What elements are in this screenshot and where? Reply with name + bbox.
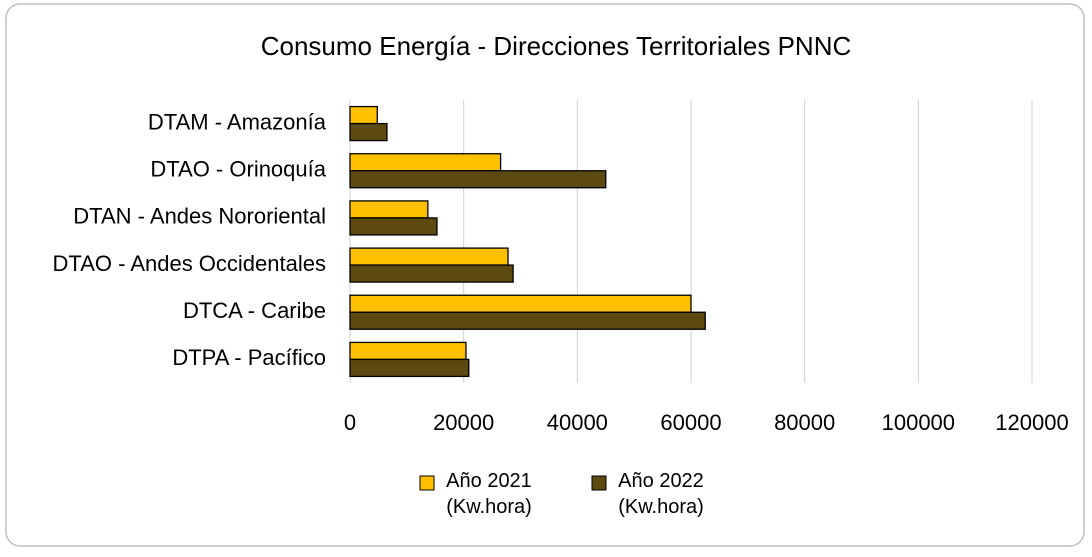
bar	[349, 217, 438, 236]
x-tick-label: 80000	[774, 410, 835, 435]
chart-title: Consumo Energía - Direcciones Territoria…	[261, 31, 852, 61]
bar	[349, 311, 706, 330]
y-tick-label: DTAO - Andes Occidentales	[53, 251, 327, 276]
bar	[349, 341, 467, 361]
y-tick-label: DTPA - Pacífico	[172, 345, 326, 370]
x-tick-label: 40000	[547, 410, 608, 435]
x-tick-label: 0	[344, 410, 356, 435]
bar	[349, 247, 509, 266]
legend-swatch	[591, 475, 607, 491]
bar	[349, 294, 692, 313]
legend-swatch	[419, 475, 435, 491]
bar	[349, 358, 470, 378]
bar	[349, 170, 607, 189]
x-tick-label: 100000	[882, 410, 955, 435]
chart-border	[5, 3, 1085, 547]
bar	[349, 105, 378, 125]
x-tick-label: 20000	[433, 410, 494, 435]
bar	[349, 122, 388, 142]
legend-label: Año 2021 (Kw.hora)	[446, 470, 532, 518]
bar	[349, 200, 429, 219]
x-tick-label: 60000	[660, 410, 721, 435]
bar	[349, 153, 502, 172]
y-tick-label: DTAM - Amazonía	[148, 109, 327, 134]
legend-label: Año 2022 (Kw.hora)	[618, 470, 704, 518]
y-tick-label: DTAO - Orinoquía	[150, 157, 326, 182]
legend-entry: Año 2021 (Kw.hora)	[446, 470, 532, 518]
bar	[349, 264, 514, 283]
legend-entry: Año 2022 (Kw.hora)	[618, 470, 704, 518]
y-tick-label: DTAN - Andes Nororiental	[73, 204, 326, 229]
y-tick-label: DTCA - Caribe	[183, 298, 326, 323]
x-tick-label: 120000	[995, 410, 1068, 435]
